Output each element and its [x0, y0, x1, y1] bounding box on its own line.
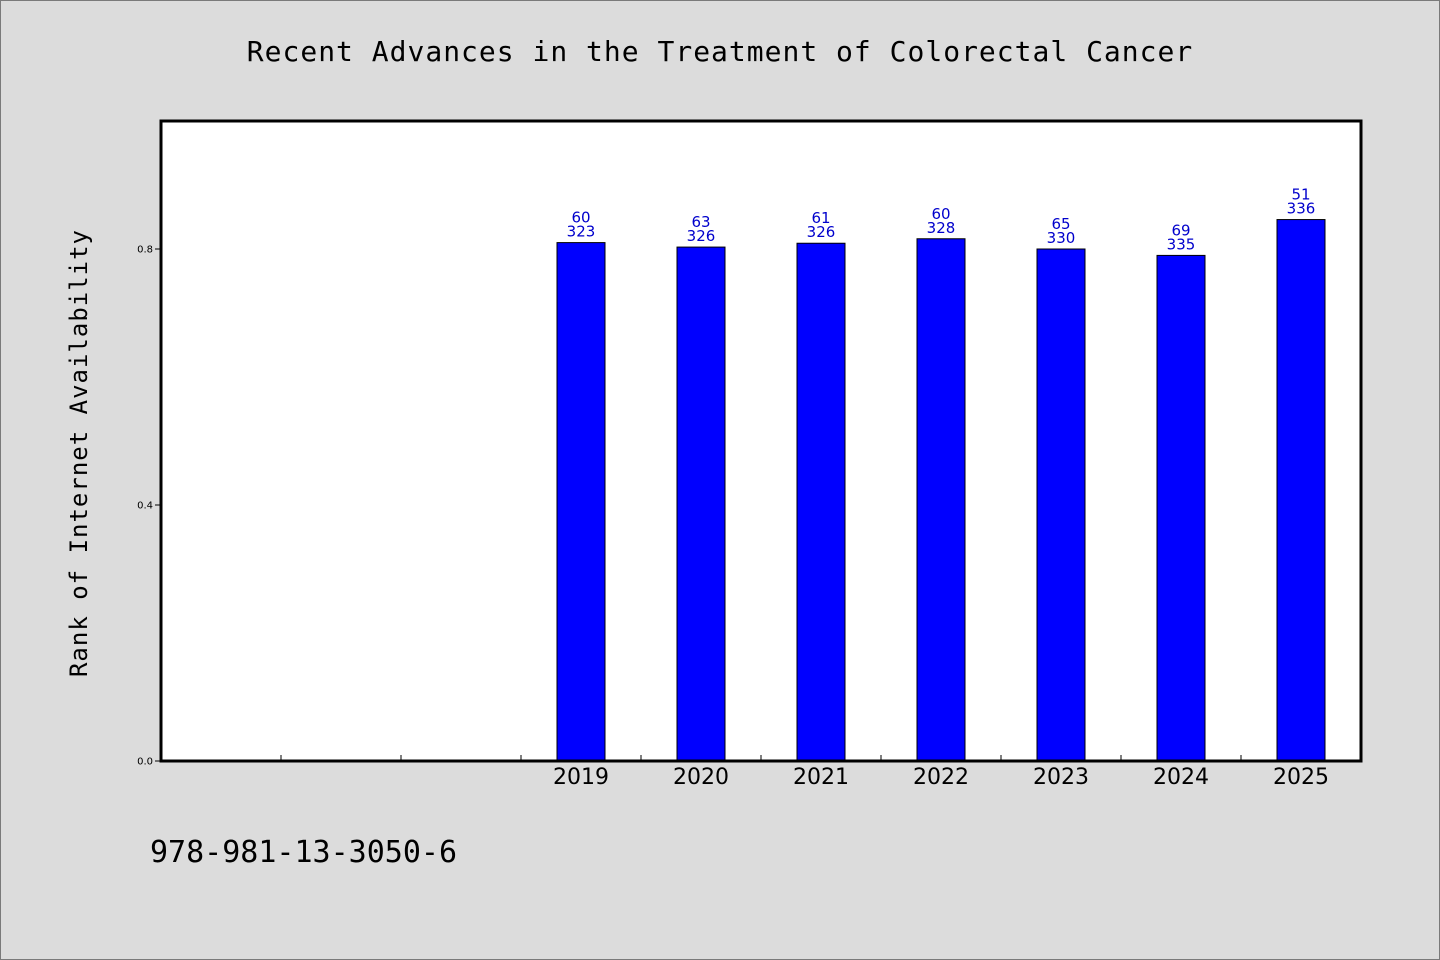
- data-label-top: 61: [811, 209, 830, 227]
- bar-2025: [1276, 219, 1326, 762]
- x-tick-label: 2021: [793, 765, 849, 790]
- data-label-top: 65: [1051, 215, 1070, 233]
- data-label-top: 60: [571, 209, 590, 227]
- y-tick-label: 0.8: [137, 245, 153, 256]
- chart-title: Recent Advances in the Treatment of Colo…: [246, 35, 1194, 68]
- data-label-bottom: 336: [1287, 200, 1316, 218]
- x-tick-label: 2019: [553, 765, 609, 790]
- bar-2024: [1156, 254, 1206, 762]
- footer-code: 978-981-13-3050-6: [150, 835, 458, 870]
- bar-2020: [676, 246, 726, 762]
- y-tick-label: 0.0: [137, 757, 153, 768]
- data-label-bottom: 328: [927, 219, 956, 237]
- x-tick-label: 2020: [673, 765, 729, 790]
- data-label-top: 60: [931, 205, 950, 223]
- data-label-top: 51: [1291, 186, 1310, 204]
- y-tick-label: 0.4: [137, 501, 153, 512]
- plot-frame: [159, 119, 1363, 763]
- x-tick-label: 2025: [1273, 765, 1329, 790]
- data-label-top: 69: [1171, 221, 1190, 239]
- bar-2019: [556, 242, 606, 762]
- data-label-bottom: 326: [807, 223, 836, 241]
- data-label-top: 63: [691, 213, 710, 231]
- x-tick-label: 2022: [913, 765, 969, 790]
- data-label-bottom: 335: [1167, 235, 1196, 253]
- x-tick-label: 2024: [1153, 765, 1209, 790]
- bar-2022: [916, 238, 966, 762]
- x-tick-label: 2023: [1033, 765, 1089, 790]
- data-label-bottom: 326: [687, 227, 716, 245]
- bar-2023: [1036, 248, 1086, 762]
- data-label-bottom: 323: [567, 223, 596, 241]
- bar-2021: [796, 242, 846, 762]
- data-label-bottom: 330: [1047, 229, 1076, 247]
